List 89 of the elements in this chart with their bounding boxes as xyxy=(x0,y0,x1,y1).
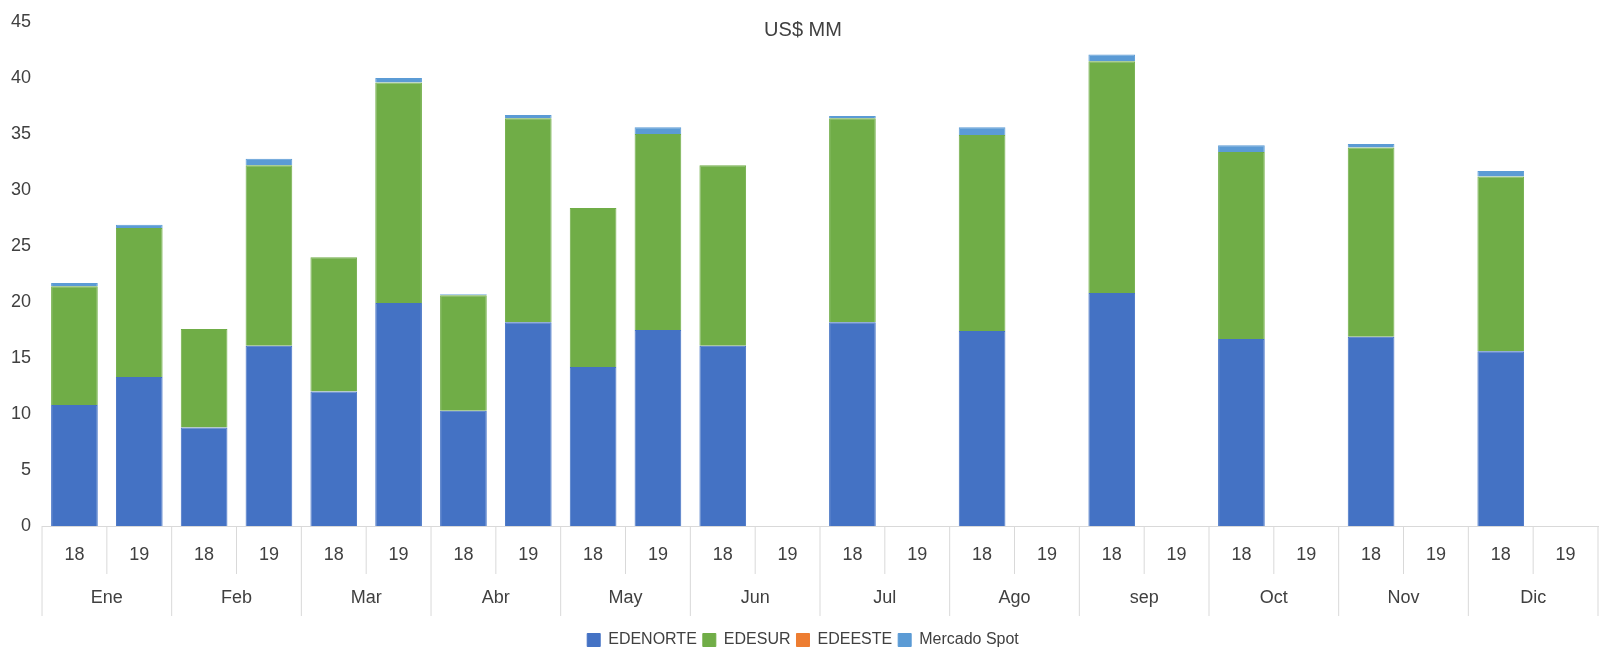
y-tick-label: 0 xyxy=(21,514,32,535)
bar xyxy=(375,82,422,304)
x-tick-label: 19 xyxy=(518,543,539,564)
bar xyxy=(180,328,228,428)
bar xyxy=(1088,61,1136,294)
bar xyxy=(1218,151,1265,339)
bar xyxy=(504,118,552,323)
bar xyxy=(958,135,1006,332)
bar xyxy=(245,165,293,346)
y-tick-label: 10 xyxy=(10,402,32,423)
text: Ene xyxy=(90,586,123,607)
bar xyxy=(180,427,228,526)
bar xyxy=(1347,336,1395,526)
legend-label: EDESUR xyxy=(723,630,791,648)
x-tick-label: 18 xyxy=(1101,543,1122,564)
bar xyxy=(1477,176,1525,352)
x-tick-label: 19 xyxy=(258,543,279,564)
y-tick-label: 30 xyxy=(10,178,32,199)
text: May xyxy=(608,586,643,607)
x-tick-label: 18 xyxy=(323,543,344,564)
x-tick-label: 19 xyxy=(647,543,668,564)
bar xyxy=(699,345,747,526)
y-tick-label: 40 xyxy=(10,66,32,87)
text: Oct xyxy=(1259,586,1288,607)
y-tick-label: 15 xyxy=(10,346,32,367)
text: Ago xyxy=(998,586,1031,607)
bar xyxy=(1218,145,1265,152)
text: Jun xyxy=(740,586,770,607)
x-tick-label: 18 xyxy=(1361,543,1382,564)
x-tick-label: 19 xyxy=(1036,543,1057,564)
bar xyxy=(245,345,293,526)
bar xyxy=(1218,338,1265,526)
bar xyxy=(1477,351,1525,526)
bar xyxy=(310,391,358,526)
chart-title: US$ MM xyxy=(764,17,842,40)
x-tick-label: 18 xyxy=(972,543,993,564)
text: Nov xyxy=(1387,586,1420,607)
y-tick-label: 25 xyxy=(10,234,32,255)
bar xyxy=(504,322,552,526)
legend-label: EDEESTE xyxy=(817,630,893,648)
bar xyxy=(958,331,1006,526)
text: Jul xyxy=(873,586,897,607)
x-tick-label: 19 xyxy=(1296,543,1317,564)
text: Mar xyxy=(350,586,382,607)
text: Abr xyxy=(481,586,510,607)
bar xyxy=(829,322,876,526)
bar xyxy=(829,118,876,323)
bar xyxy=(1088,54,1136,62)
bar xyxy=(569,207,617,367)
x-tick-label: 18 xyxy=(842,543,863,564)
x-tick-label: 18 xyxy=(1490,543,1511,564)
x-tick-label: 18 xyxy=(1231,543,1252,564)
x-tick-label: 19 xyxy=(388,543,409,564)
bar xyxy=(634,330,682,526)
bar xyxy=(440,410,487,526)
legend-label: EDENORTE xyxy=(608,630,697,648)
x-tick-label: 19 xyxy=(907,543,928,564)
bar xyxy=(1347,147,1395,337)
y-tick-label: 35 xyxy=(10,122,32,143)
y-tick-label: 20 xyxy=(10,290,32,311)
bar xyxy=(375,303,422,526)
x-tick-label: 19 xyxy=(1425,543,1446,564)
x-tick-label: 18 xyxy=(64,543,85,564)
bar xyxy=(634,134,682,330)
bar xyxy=(569,366,617,526)
y-tick-label: 5 xyxy=(21,458,32,479)
bar xyxy=(115,228,163,378)
x-tick-label: 19 xyxy=(129,543,150,564)
x-tick-label: 18 xyxy=(453,543,474,564)
legend-label: Mercado Spot xyxy=(919,630,1020,648)
x-tick-label: 19 xyxy=(1555,543,1576,564)
x-tick-label: 19 xyxy=(777,543,798,564)
bar xyxy=(51,405,98,526)
bar xyxy=(634,127,682,134)
x-tick-label: 18 xyxy=(712,543,733,564)
y-tick-label: 45 xyxy=(10,10,32,31)
bar xyxy=(51,286,98,406)
x-tick-label: 18 xyxy=(194,543,215,564)
bar xyxy=(115,377,163,526)
bar xyxy=(699,165,747,346)
text: Dic xyxy=(1520,586,1547,607)
bar xyxy=(1088,293,1136,526)
x-tick-label: 18 xyxy=(583,543,604,564)
x-tick-label: 19 xyxy=(1166,543,1187,564)
text: Feb xyxy=(221,586,253,607)
bar xyxy=(958,127,1006,136)
bar xyxy=(310,257,358,392)
text: sep xyxy=(1129,586,1159,607)
bar xyxy=(440,295,487,411)
